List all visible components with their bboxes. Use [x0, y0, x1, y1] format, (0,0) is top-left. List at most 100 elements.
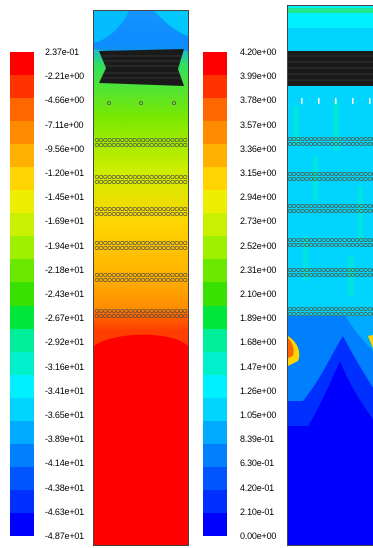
tube-ring	[372, 243, 373, 247]
tube-ring	[329, 267, 334, 272]
tube-ring	[145, 277, 150, 282]
tube-ring	[103, 272, 108, 277]
tube-ring	[288, 177, 292, 181]
tube-ring	[342, 272, 347, 277]
tube-ring	[103, 138, 108, 143]
tube-ring	[170, 277, 175, 282]
tube-ring	[313, 209, 318, 214]
tube-ring	[128, 138, 133, 143]
tube-ring	[149, 143, 154, 148]
tube-ring	[120, 143, 125, 148]
tube-ring	[170, 241, 175, 246]
tube-ring	[179, 277, 184, 282]
scale-swatch	[10, 443, 34, 468]
tube-ring	[350, 267, 355, 272]
tube-ring	[359, 311, 364, 316]
tube-ring	[325, 272, 330, 277]
tube-ring	[325, 142, 330, 147]
tube-ring	[288, 209, 292, 213]
tube-ring	[288, 312, 292, 316]
scale-swatch	[10, 190, 34, 214]
tube-ring	[304, 209, 309, 214]
tube-ring	[141, 308, 146, 313]
tube-ring	[94, 143, 100, 148]
tube-ring	[136, 313, 141, 318]
tube-ring	[166, 180, 171, 185]
tube-ring	[132, 277, 137, 282]
tube-ring	[359, 137, 364, 142]
tube-ring	[115, 308, 120, 313]
tube-ring	[107, 143, 112, 148]
tube-ring	[145, 246, 150, 251]
tube-ring	[120, 180, 125, 185]
tube-ring	[288, 243, 292, 247]
tube-ring	[166, 277, 171, 282]
tube-ring	[321, 243, 326, 248]
tube-ring	[128, 308, 133, 313]
scale-swatch	[10, 282, 34, 307]
tube-ring	[367, 172, 372, 177]
tube-ring	[115, 175, 120, 180]
tube-ring	[350, 306, 355, 311]
tube-ring	[158, 241, 163, 246]
tube-ring	[346, 137, 351, 142]
tube-ring	[149, 175, 154, 180]
scale-tick-label: -4.14e+01	[45, 458, 84, 469]
tube-ring	[107, 175, 112, 180]
tube-ring	[367, 272, 372, 277]
tube-ring	[103, 180, 108, 185]
tube-ring	[317, 204, 322, 209]
tube-ring	[162, 313, 167, 318]
tube-ring	[170, 308, 175, 313]
tube-ring	[158, 207, 163, 212]
scale-swatch	[10, 328, 34, 353]
scale-tick-label: 2.52e+00	[240, 240, 277, 251]
tube-ring	[367, 311, 372, 316]
scale-tick-label: -4.87e+01	[45, 531, 84, 541]
tube-ring	[325, 306, 330, 311]
tube-ring	[372, 177, 373, 181]
tube-ring	[355, 272, 360, 277]
tube-ring	[359, 177, 364, 182]
tube-ring	[292, 306, 297, 311]
tube-ring	[367, 209, 372, 214]
tube-ring	[128, 207, 133, 212]
tube-ring	[367, 238, 372, 243]
tube-ring	[183, 308, 188, 313]
tube-ring	[292, 311, 297, 316]
tube-ring	[342, 267, 347, 272]
tube-ring	[338, 142, 343, 147]
tube-ring	[149, 277, 154, 282]
scale-swatch	[10, 98, 34, 122]
tube-ring	[300, 243, 305, 248]
tube-ring	[120, 308, 125, 313]
scale-swatch	[203, 121, 227, 145]
tube-ring	[321, 267, 326, 272]
tube-ring	[325, 172, 330, 177]
tube-ring	[120, 212, 125, 217]
tube-ring	[313, 172, 318, 177]
left-contour-image	[94, 11, 188, 545]
tube-ring	[94, 246, 100, 251]
tube-ring	[346, 272, 351, 277]
tube-ring	[111, 241, 116, 246]
tube-ring	[179, 212, 184, 217]
tube-ring	[103, 241, 108, 246]
scale-tick-label: 6.30e-01	[240, 458, 274, 469]
tube-ring	[338, 209, 343, 214]
tube-ring	[363, 204, 368, 209]
tube-ring	[124, 277, 129, 282]
tube-ring	[355, 267, 360, 272]
tube-ring	[329, 238, 334, 243]
tube-ring	[317, 177, 322, 182]
tube-ring	[145, 308, 150, 313]
tube-ring	[162, 180, 167, 185]
tube-ring	[372, 137, 373, 141]
scale-tick-label: -1.69e+01	[45, 216, 84, 227]
tube-ring	[115, 180, 120, 185]
tube-ring	[363, 137, 368, 142]
tube-ring	[321, 209, 326, 214]
tube-ring	[158, 175, 163, 180]
tube-ring	[342, 306, 347, 311]
tube-ring	[359, 272, 364, 277]
